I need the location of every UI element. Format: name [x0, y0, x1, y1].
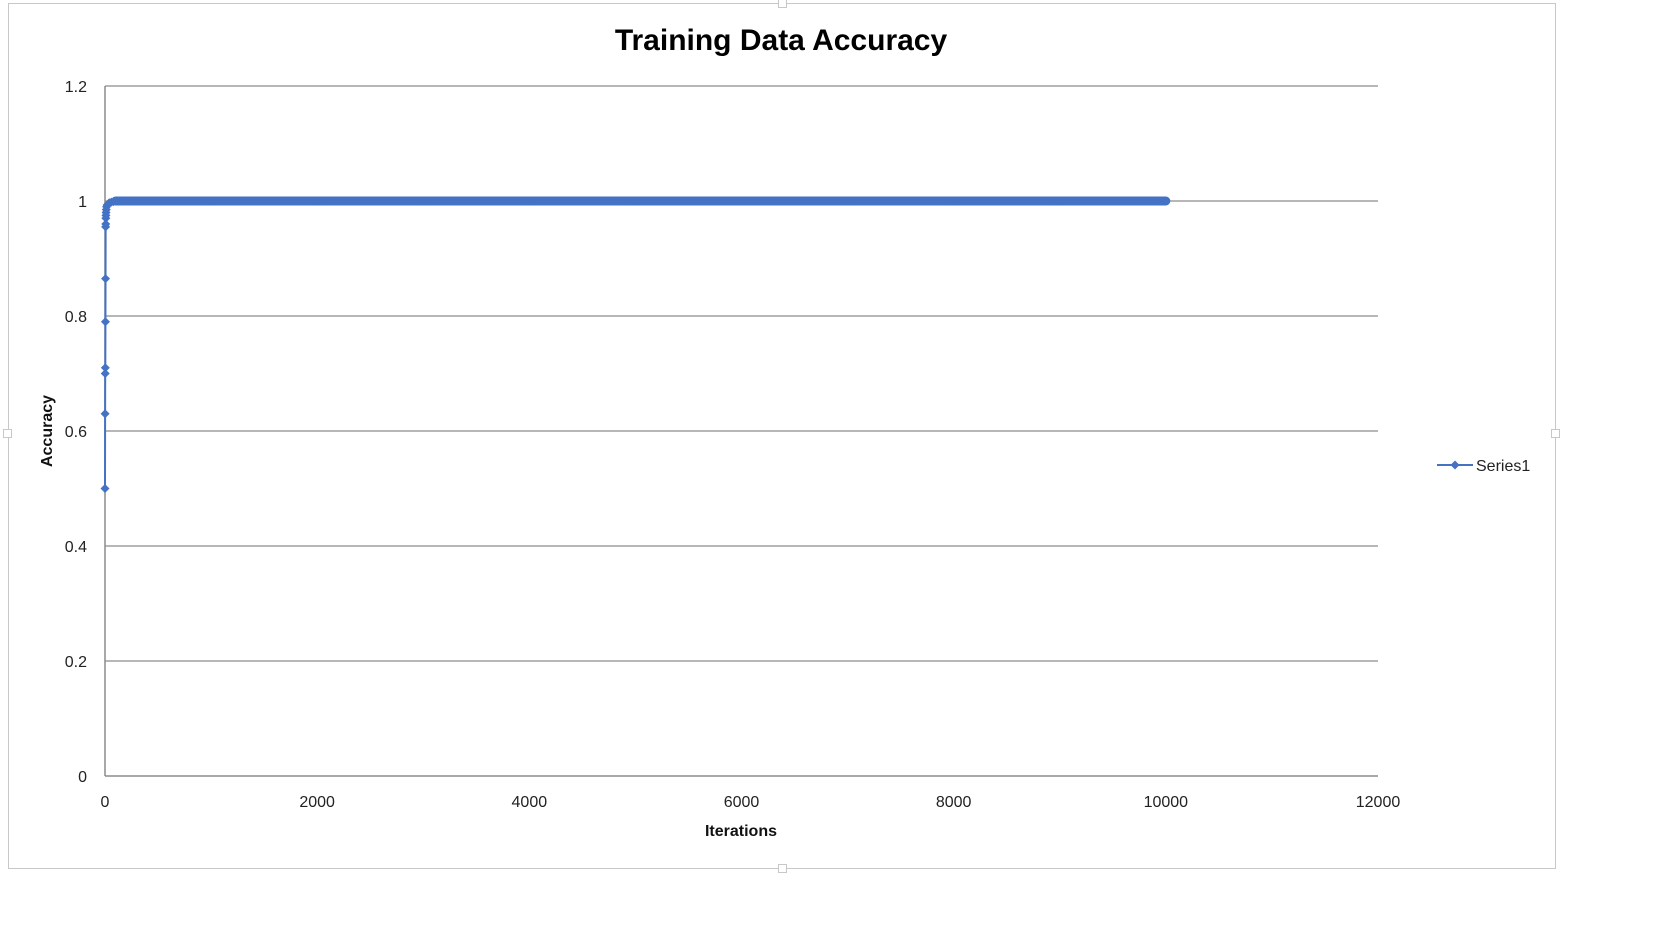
data-point: [312, 196, 322, 206]
data-point: [630, 196, 640, 206]
gridlines: [105, 85, 1378, 662]
y-tick-label: 0.2: [65, 654, 87, 671]
resize-handle-top[interactable]: [778, 0, 787, 8]
data-point: [843, 196, 853, 206]
legend[interactable]: Series1: [1437, 458, 1530, 475]
data-point: [100, 484, 110, 493]
data-point: [100, 409, 110, 419]
y-tick-label: 1: [78, 194, 87, 211]
data-point: [100, 369, 110, 378]
data-point: [1161, 196, 1171, 206]
x-tick-label: 8000: [936, 794, 972, 811]
data-point: [206, 196, 216, 206]
data-point: [101, 274, 111, 284]
data-point: [1055, 196, 1065, 206]
y-tick-label: 1.2: [65, 79, 87, 96]
x-tick-label: 2000: [299, 794, 335, 811]
legend-marker-diamond-icon: [1450, 460, 1460, 470]
y-tick-label: 0.6: [65, 424, 87, 441]
data-point: [100, 363, 110, 373]
data-point: [111, 196, 121, 206]
legend-label-series1: Series1: [1476, 458, 1530, 475]
x-tick-label: 0: [101, 794, 110, 811]
data-point: [418, 196, 428, 206]
y-tick-label: 0: [78, 769, 87, 786]
y-tick-label: 0.4: [65, 539, 87, 556]
series-line: [104, 200, 1166, 489]
data-point: [153, 196, 163, 206]
x-tick-label: 6000: [724, 794, 760, 811]
x-tick-label: 12000: [1356, 794, 1401, 811]
data-point: [524, 196, 534, 206]
y-tick-labels: 0 0.2 0.4 0.6 0.8 1 1.2: [65, 79, 87, 786]
data-point: [101, 219, 111, 229]
series-layer: [100, 196, 1171, 493]
y-axis-title: Accuracy: [39, 395, 56, 467]
data-point: [949, 196, 959, 206]
data-point: [737, 196, 746, 206]
resize-handle-left[interactable]: [3, 429, 12, 438]
chart-area[interactable]: [8, 3, 1556, 869]
chart-title: Training Data Accuracy: [615, 24, 948, 57]
resize-handle-right[interactable]: [1551, 429, 1560, 438]
x-tick-labels: 0 2000 4000 6000 8000 10000 12000: [101, 794, 1401, 811]
x-tick-label: 10000: [1144, 794, 1189, 811]
resize-handle-bottom[interactable]: [778, 864, 787, 873]
y-tick-label: 0.8: [65, 309, 87, 326]
x-tick-label: 4000: [512, 794, 548, 811]
x-axis-title: Iterations: [705, 823, 777, 840]
data-point: [100, 317, 110, 327]
